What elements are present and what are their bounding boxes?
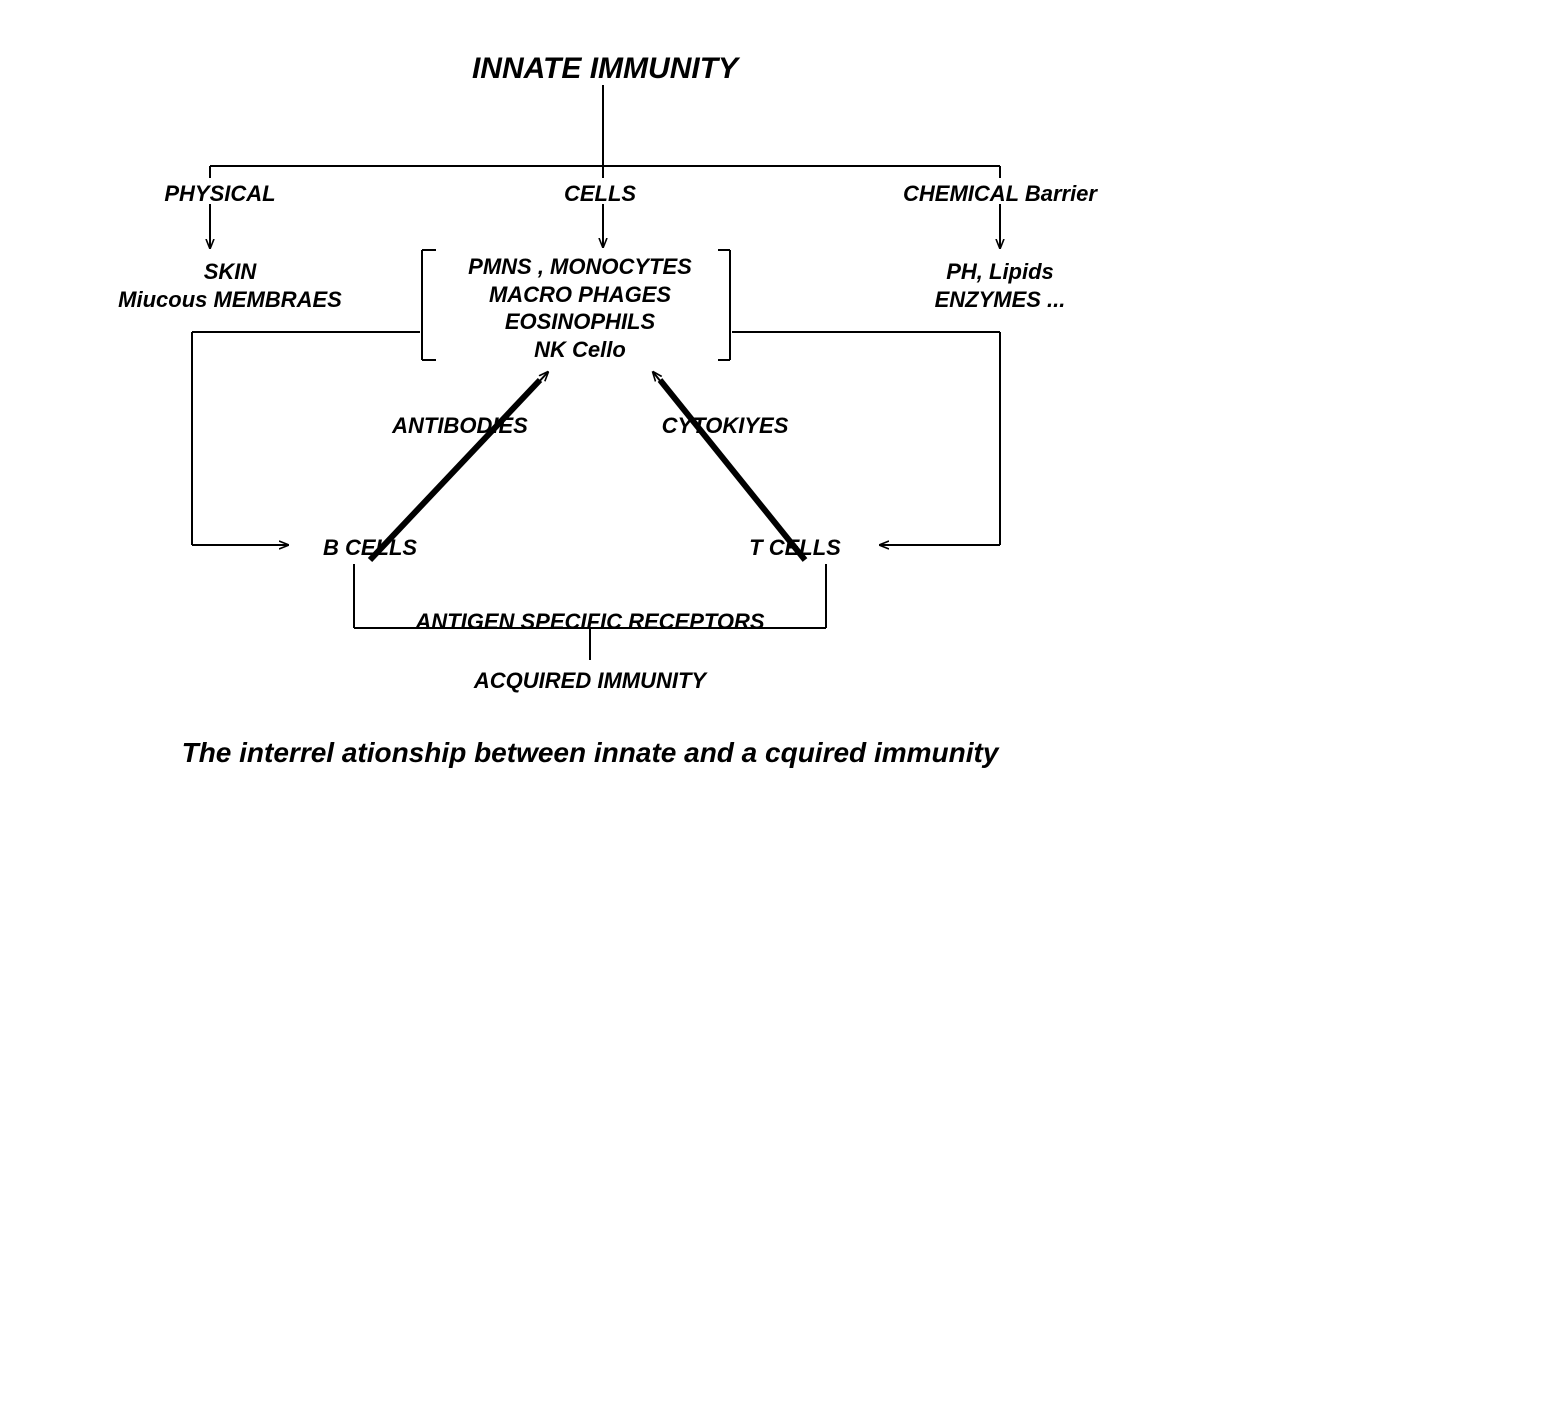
thick_right_head — [653, 372, 686, 413]
tcells-label: T CELLS — [695, 534, 895, 562]
physical-label: PHYSICAL — [120, 180, 320, 208]
physical-items: SKIN Miucous MEMBRAES — [80, 258, 380, 313]
diagram-lines — [0, 0, 1556, 1406]
thick_left_head — [510, 372, 548, 413]
asr-label: ANTIGEN SPECIFIC RECEPTORS — [330, 608, 850, 636]
cells-items: PMNS , MONOCYTES MACRO PHAGES EOSINOPHIL… — [430, 253, 730, 363]
antibodies-label: ANTIBODIES — [345, 412, 575, 440]
cells-label: CELLS — [520, 180, 680, 208]
bcells-label: B CELLS — [270, 534, 470, 562]
diagram-stage: INNATE IMMUNITY PHYSICAL CELLS CHEMICAL … — [0, 0, 1556, 1406]
cytokines-label: CYTOKIYES — [610, 412, 840, 440]
chemical-label: CHEMICAL Barrier — [870, 180, 1130, 208]
title: INNATE IMMUNITY — [415, 50, 795, 88]
chemical-items: PH, Lipids ENZYMES ... — [870, 258, 1130, 313]
acquired-label: ACQUIRED IMMUNITY — [340, 667, 840, 695]
caption: The interrel ationship between innate an… — [90, 735, 1090, 770]
